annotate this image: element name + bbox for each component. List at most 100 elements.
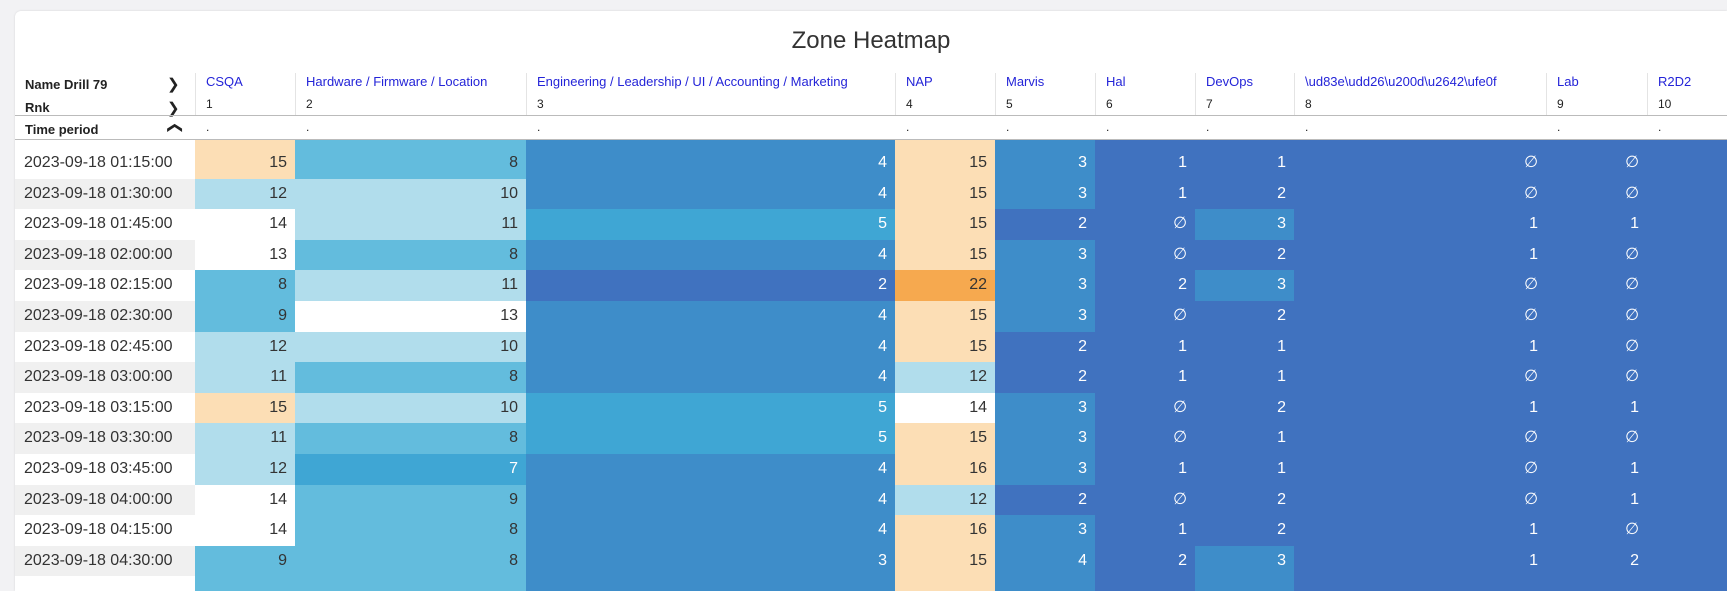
column-separator xyxy=(1095,73,1096,115)
heat-cell: 11 xyxy=(295,209,526,240)
heat-cell: ∅ xyxy=(1546,270,1647,301)
heat-cell: 1 xyxy=(1095,331,1195,363)
heat-cell: ∅ xyxy=(1095,209,1195,240)
column-filter: . xyxy=(1557,120,1561,134)
heat-cell xyxy=(1647,392,1727,424)
partial-cell xyxy=(526,576,895,591)
partial-cell xyxy=(1647,576,1727,591)
heat-cell: 11 xyxy=(195,423,295,454)
heat-cell: 4 xyxy=(526,148,895,179)
heat-cell: 3 xyxy=(995,423,1095,454)
heat-cell: 3 xyxy=(1195,270,1294,301)
heat-cell: 8 xyxy=(295,545,526,577)
heat-cell xyxy=(1647,545,1727,577)
expand-icon[interactable]: ❯ xyxy=(167,100,180,117)
heat-cell: ∅ xyxy=(1294,362,1546,393)
heat-cell: 14 xyxy=(195,209,295,240)
column-rank: 7 xyxy=(1206,97,1213,111)
heat-cell: 10 xyxy=(295,392,526,424)
heat-cell: 1 xyxy=(1294,239,1546,271)
partial-cell xyxy=(295,140,526,148)
heat-cell: 2 xyxy=(1095,545,1195,577)
heat-cell: 2 xyxy=(1095,270,1195,301)
heat-cell: 9 xyxy=(195,301,295,332)
column-header[interactable]: Marvis xyxy=(1006,74,1045,89)
column-header[interactable]: Engineering / Leadership / UI / Accounti… xyxy=(537,74,848,89)
expand-icon[interactable]: ❯ xyxy=(167,76,180,93)
column-header[interactable]: Hal xyxy=(1106,74,1126,89)
heat-cell: 7 xyxy=(295,454,526,485)
time-cell: 2023-09-18 02:30:00 xyxy=(15,301,195,332)
column-filter: . xyxy=(1206,120,1210,134)
heat-cell: ∅ xyxy=(1294,178,1546,210)
heat-cell: 3 xyxy=(995,301,1095,332)
column-rank: 10 xyxy=(1658,97,1672,111)
column-header[interactable]: CSQA xyxy=(206,74,243,89)
heat-cell xyxy=(1647,301,1727,332)
heatmap-card: Zone Heatmap Name Drill 79 ❯ Rnk ❯ Time … xyxy=(15,11,1727,591)
column-header[interactable]: Lab xyxy=(1557,74,1579,89)
heat-cell: 15 xyxy=(895,178,995,210)
column-filter: . xyxy=(1106,120,1110,134)
heat-cell: 4 xyxy=(526,239,895,271)
heat-cell: 1 xyxy=(1294,331,1546,363)
column-header[interactable]: DevOps xyxy=(1206,74,1253,89)
heat-cell: 15 xyxy=(895,331,995,363)
heat-cell: 14 xyxy=(195,484,295,516)
heat-cell: 1 xyxy=(1546,209,1647,240)
heat-cell: 2 xyxy=(1195,484,1294,516)
heat-cell: 3 xyxy=(526,545,895,577)
heat-cell xyxy=(1647,331,1727,363)
time-cell: 2023-09-18 03:00:00 xyxy=(15,362,195,393)
heat-cell: 15 xyxy=(195,392,295,424)
column-header[interactable]: Hardware / Firmware / Location xyxy=(306,74,488,89)
column-header[interactable]: R2D2 xyxy=(1658,74,1692,89)
partial-cell xyxy=(1294,576,1546,591)
heat-cell: 1 xyxy=(1095,515,1195,546)
heat-cell: 2 xyxy=(995,331,1095,363)
heat-cell xyxy=(1647,209,1727,240)
heat-cell xyxy=(1647,423,1727,454)
heat-cell: 1 xyxy=(1294,545,1546,577)
column-rank: 1 xyxy=(206,97,213,111)
heat-cell: 1 xyxy=(1095,454,1195,485)
column-rank: 8 xyxy=(1305,97,1312,111)
heat-cell: 5 xyxy=(526,392,895,424)
heat-cell: ∅ xyxy=(1294,148,1546,179)
heat-cell: 3 xyxy=(995,454,1095,485)
column-filter: . xyxy=(906,120,910,134)
heat-cell: 2 xyxy=(1195,239,1294,271)
heat-cell: 2 xyxy=(1195,301,1294,332)
column-header[interactable]: \ud83e\udd26\u200d\u2642\ufe0f xyxy=(1305,74,1497,89)
heat-cell: 10 xyxy=(295,331,526,363)
partial-cell xyxy=(526,140,895,148)
heat-cell: 1 xyxy=(1294,515,1546,546)
heat-cell xyxy=(1647,270,1727,301)
heat-cell: 9 xyxy=(295,484,526,516)
collapse-icon[interactable]: ❯ xyxy=(165,121,183,135)
partial-cell xyxy=(195,140,295,148)
heat-cell: ∅ xyxy=(1095,392,1195,424)
heat-cell xyxy=(1647,454,1727,485)
heat-cell: ∅ xyxy=(1294,454,1546,485)
column-rank: 4 xyxy=(906,97,913,111)
heat-cell: ∅ xyxy=(1546,301,1647,332)
heat-cell: 12 xyxy=(195,454,295,485)
column-header[interactable]: NAP xyxy=(906,74,933,89)
heat-cell: 5 xyxy=(526,209,895,240)
heat-cell: 1 xyxy=(1546,392,1647,424)
heat-cell: 1 xyxy=(1195,454,1294,485)
heat-cell: 13 xyxy=(295,301,526,332)
time-cell: 2023-09-18 03:30:00 xyxy=(15,423,195,454)
heat-cell: ∅ xyxy=(1095,423,1195,454)
partial-cell xyxy=(995,140,1095,148)
time-label: Time period xyxy=(25,122,99,137)
time-cell: 2023-09-18 01:45:00 xyxy=(15,209,195,240)
heat-cell: 8 xyxy=(295,148,526,179)
heat-cell: 4 xyxy=(526,301,895,332)
time-cell: 2023-09-18 02:00:00 xyxy=(15,239,195,271)
heat-cell: 4 xyxy=(526,515,895,546)
divider xyxy=(15,115,1727,116)
heat-cell: 1 xyxy=(1195,331,1294,363)
heat-cell: 16 xyxy=(895,515,995,546)
